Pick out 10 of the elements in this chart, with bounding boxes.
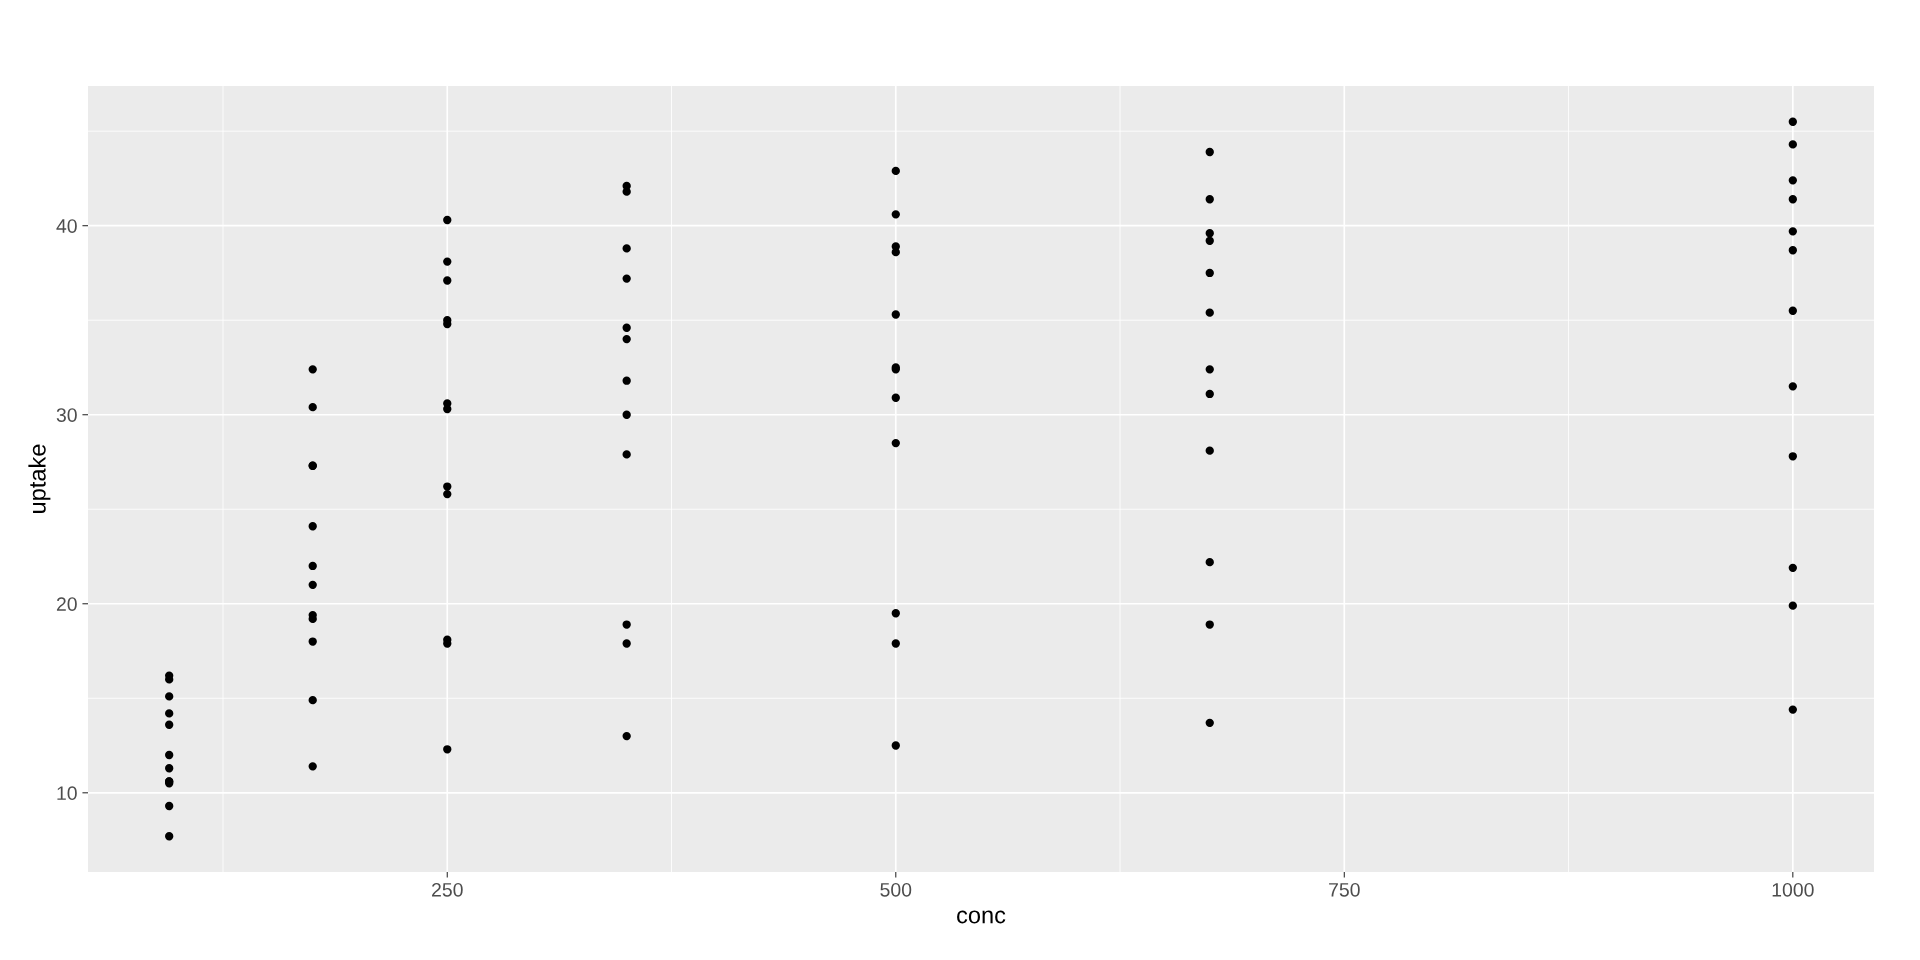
x-tick-label: 500 [880, 882, 912, 897]
x-tick-label: 1000 [1772, 882, 1814, 897]
x-tick-label: 750 [1329, 882, 1360, 897]
x-tick-label: 250 [432, 882, 463, 897]
y-tick-label: 10 [57, 786, 77, 801]
x-axis-title: conc [957, 910, 1006, 924]
y-tick-label: 40 [56, 219, 77, 233]
y-axis-title: uptake [28, 444, 51, 513]
y-tick-label: 30 [56, 408, 77, 422]
y-tick-label: 20 [56, 597, 77, 611]
